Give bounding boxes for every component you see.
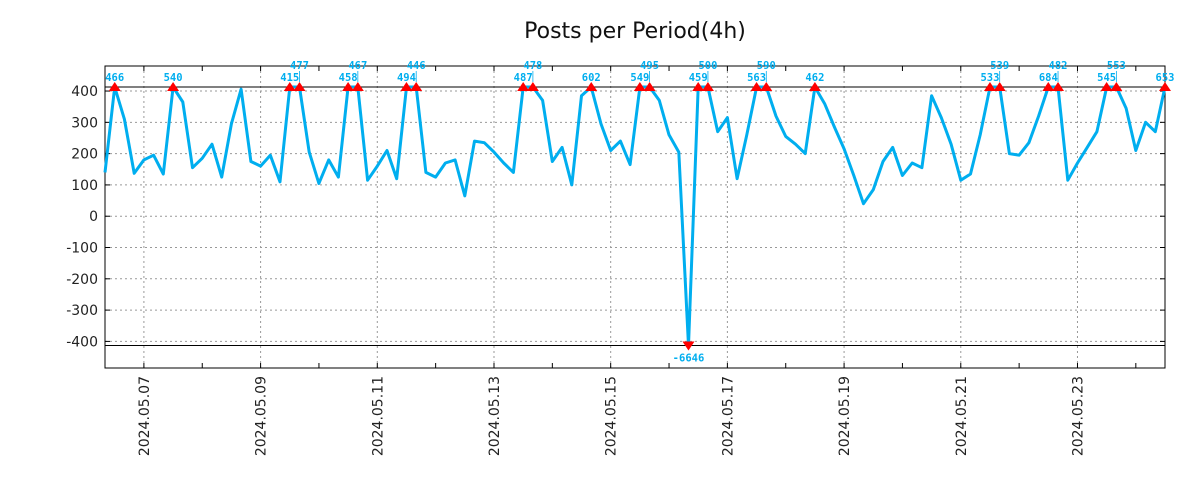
x-tick-label: 2024.05.09: [254, 376, 270, 456]
x-tick-label: 2024.05.07: [137, 376, 153, 456]
data-label: 478: [523, 60, 542, 72]
data-label: 494: [397, 72, 416, 84]
data-label: 462: [805, 72, 824, 84]
series: [103, 85, 1167, 347]
clip-marker-up: [517, 81, 530, 91]
y-tick-label: -300: [66, 303, 98, 319]
data-label: 563: [747, 72, 766, 84]
y-tick-label: -200: [66, 272, 98, 288]
clip-marker-up: [983, 81, 996, 91]
data-label: 482: [1049, 60, 1068, 72]
x-tick-label: 2024.05.21: [954, 376, 970, 456]
clip-marker-up: [108, 81, 121, 91]
clip-marker-up: [808, 81, 821, 91]
data-label: 467: [348, 60, 367, 72]
x-tick-label: 2024.05.19: [837, 376, 853, 456]
clip-marker-up: [993, 81, 1006, 91]
data-label: 487: [514, 72, 533, 84]
y-tick-label: 0: [89, 209, 98, 225]
data-label: -6646: [673, 352, 705, 364]
series-line: [103, 85, 1167, 347]
data-label: 477: [290, 60, 309, 72]
clip-marker-up: [293, 81, 306, 91]
y-tick-label: 200: [71, 147, 98, 163]
data-label: 539: [990, 60, 1009, 72]
clip-marker-up: [283, 81, 296, 91]
x-tick-label: 2024.05.11: [370, 376, 386, 456]
clip-marker-up: [701, 81, 714, 91]
x-tick-label: 2024.05.17: [720, 376, 736, 456]
data-label: 540: [164, 72, 183, 84]
data-label: 590: [757, 60, 776, 72]
clip-marker-up: [1100, 81, 1113, 91]
grid: [105, 66, 1165, 368]
clip-marker-up: [526, 81, 539, 91]
y-tick-label: -100: [66, 241, 98, 257]
data-label: 500: [698, 60, 717, 72]
chart-title: Posts per Period(4h): [524, 19, 746, 44]
clip-marker-up: [351, 81, 364, 91]
data-label: 602: [582, 72, 601, 84]
data-label: 549: [630, 72, 649, 84]
data-label: 533: [980, 72, 999, 84]
clip-marker-up: [1159, 81, 1171, 91]
y-tick-label: 300: [71, 115, 98, 131]
clip-marker-up: [585, 81, 598, 91]
clip-marker-up: [750, 81, 763, 91]
clip-marker-up: [342, 81, 355, 91]
clip-marker-up: [167, 81, 180, 91]
plot-frame: [104, 65, 1166, 369]
clip-marker-up: [692, 81, 705, 91]
data-label: 459: [689, 72, 708, 84]
data-label: 458: [339, 72, 358, 84]
y-tick-label: 100: [71, 178, 98, 194]
data-label: 466: [105, 72, 124, 84]
clip-marker-up: [410, 81, 423, 91]
x-tick-label: 2024.05.13: [487, 376, 503, 456]
data-label: 545: [1097, 72, 1116, 84]
clip-marker-up: [1052, 81, 1065, 91]
x-tick-label: 2024.05.23: [1070, 376, 1086, 456]
clip-marker-down: [682, 341, 695, 351]
clip-marker-up: [760, 81, 773, 91]
data-label: 446: [407, 60, 426, 72]
clip-marker-up: [400, 81, 413, 91]
data-label: 415: [280, 72, 299, 84]
data-label: 684: [1039, 72, 1058, 84]
clip-marker-up: [643, 81, 656, 91]
data-label: 495: [640, 60, 659, 72]
y-tick-label: 400: [71, 84, 98, 100]
axes: -400 -300 -200 -100 0 100 200 300 400 2024.05.07 2…: [66, 65, 1166, 456]
clip-marker-up: [633, 81, 646, 91]
clip-marker-up: [1110, 81, 1123, 91]
data-label: 553: [1107, 60, 1126, 72]
y-tick-label: -400: [66, 334, 98, 350]
data-label: 653: [1156, 72, 1175, 84]
x-tick-label: 2024.05.15: [604, 376, 620, 456]
clip-marker-up: [1042, 81, 1055, 91]
